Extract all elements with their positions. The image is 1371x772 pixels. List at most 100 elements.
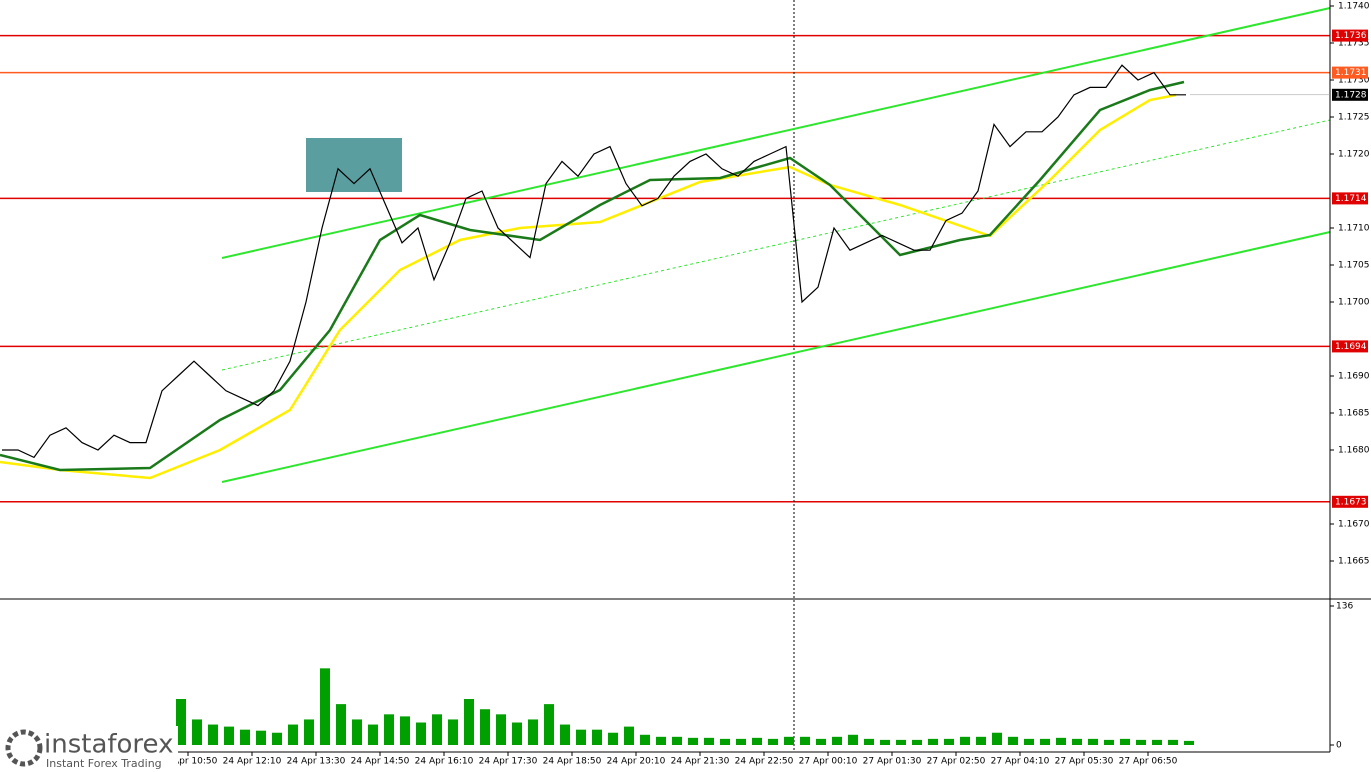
current-price-box [1332,88,1368,101]
volume-bar [656,736,666,745]
x-tick-label: 24 Apr 17:30 [479,757,538,767]
logo-icon [5,729,43,767]
annotations [0,0,1331,750]
level-label-box [1332,66,1368,79]
volume-bar [736,738,746,745]
volume-bar [1072,738,1082,745]
current-price-label: 1.1728 [1335,90,1367,100]
y-tick-label: 1.1720 [1338,150,1370,160]
moving-average-fast [0,80,1185,472]
logo-name: instaforex [44,730,173,760]
y-tick-label: 1.1700 [1338,298,1370,308]
volume-bar [1088,738,1098,745]
x-tick-label: 27 Apr 05:30 [1055,757,1114,767]
volume-bar [672,736,682,745]
x-tick-label: 24 Apr 18:50 [543,757,602,767]
y-tick-label: 1.1740 [1338,2,1370,12]
logo-tagline: Instant Forex Trading [46,757,162,770]
volume-bar [1024,738,1034,745]
volume-bar [368,724,378,745]
x-tick-label: 24 Apr 14:50 [351,757,410,767]
volume-bar [704,737,714,745]
x-tick-label: 24 Apr 21:30 [671,757,730,767]
y-tick-label: 1.1735 [1338,39,1370,49]
volume-bar [448,719,458,745]
volume-bar [768,738,778,745]
volume-bar [992,732,1002,745]
level-label-box [1332,29,1368,42]
x-tick-label: 24 Apr 22:50 [735,757,794,767]
volume-bar [848,734,858,745]
y-tick-label: 1.1725 [1338,113,1370,123]
volume-bar [720,738,730,745]
level-label-box [1332,192,1368,205]
volume-bar [512,722,522,745]
volume-bar [576,729,586,745]
volume-bar [1184,740,1194,745]
volume-bar [976,736,986,745]
volume-bar [608,732,618,745]
level-label-box [1332,495,1368,508]
x-tick-label: 24 Apr 20:10 [607,757,666,767]
volume-bar [1008,736,1018,745]
volume-bar [384,714,394,745]
level-label: 1.1736 [1335,31,1367,41]
logo: instaforex Instant Forex Trading [0,726,178,772]
volume-bar [784,736,794,745]
volume-bar [1152,739,1162,745]
volume-bar [320,668,330,745]
volume-bar [416,722,426,745]
volume-bar [960,736,970,745]
price-line [2,64,1186,459]
volume-bar [880,739,890,745]
volume-bar [1056,737,1066,745]
volume-bar [752,737,762,745]
volume-bar [240,729,250,745]
volume-bar [688,737,698,745]
y-tick-label: 1.1705 [1338,261,1370,271]
volume-bar [432,714,442,745]
x-tick-label: 27 Apr 06:50 [1119,757,1178,767]
volume-bar [896,739,906,745]
y-tick-label: 1.1730 [1338,76,1370,86]
volume-bar [272,732,282,745]
channel-upper [221,7,1331,259]
volume-bar [832,736,842,745]
volume-bar [480,709,490,745]
y-tick-label: 1.1710 [1338,224,1370,234]
level-label: 1.1673 [1335,497,1367,507]
volume-bar [640,734,650,745]
volume-bar [1136,739,1146,745]
volume-bar [304,719,314,745]
y-tick-label: 1.1685 [1338,409,1370,419]
x-tick-label: 24 Apr 10:50 [159,757,218,767]
volume-bar [944,738,954,745]
y-tick-label: 1.1670 [1338,520,1370,530]
level-label: 1.1714 [1335,194,1367,204]
volume-bar [496,714,506,745]
volume-bar [800,736,810,745]
y-tick-label: 1.1690 [1338,372,1370,382]
volume-bar [352,719,362,745]
x-tick-label: 27 Apr 04:10 [991,757,1050,767]
level-label-box [1332,340,1368,353]
volume-bar [816,738,826,745]
y-tick-label: 1.1680 [1338,446,1370,456]
x-tick-label: 27 Apr 00:10 [799,757,858,767]
moving-average-slow [0,93,1177,480]
volume-bar [592,729,602,745]
volume-bar [192,719,202,745]
volume-bar [288,724,298,745]
volume-bar [912,739,922,745]
x-tick-label: 24 Apr 16:10 [415,757,474,767]
x-tick-label: 24 Apr 13:30 [287,757,346,767]
volume-bar [1040,738,1050,745]
volume-bar [208,724,218,745]
volume-bar [528,719,538,745]
volume-bar [464,699,474,745]
channel-lower [221,231,1331,483]
volume-bar [1168,739,1178,745]
volume-bar [400,716,410,745]
